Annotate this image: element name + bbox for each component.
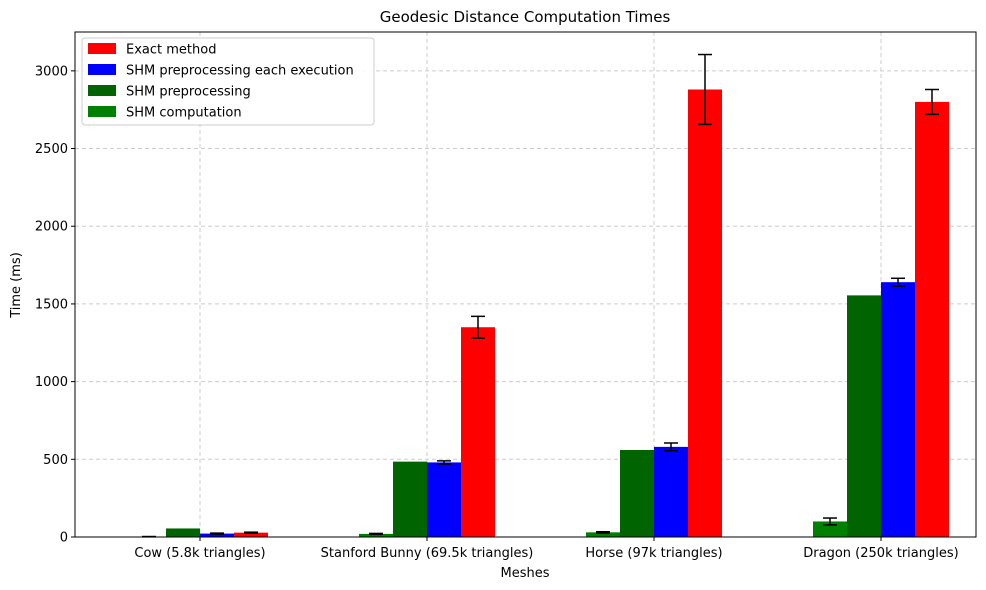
y-axis-ticks: 0 500 1000 1500 2000 2500 3000 bbox=[35, 64, 75, 546]
x-tick-label: Cow (5.8k triangles) bbox=[134, 546, 265, 561]
legend-swatch bbox=[88, 85, 116, 96]
legend-swatch bbox=[88, 43, 116, 54]
y-tick-label: 2500 bbox=[35, 142, 68, 157]
y-tick-label: 500 bbox=[43, 453, 68, 468]
y-tick-label: 2000 bbox=[35, 220, 68, 235]
plot-frame bbox=[74, 31, 977, 538]
x-tick-label: Horse (97k triangles) bbox=[585, 546, 722, 561]
chart-title: Geodesic Distance Computation Times bbox=[380, 8, 671, 26]
legend-swatch bbox=[88, 106, 116, 117]
bar bbox=[427, 462, 461, 537]
bars bbox=[132, 89, 949, 537]
bar bbox=[200, 533, 234, 537]
y-tick-label: 1500 bbox=[35, 297, 68, 312]
bar bbox=[166, 528, 200, 537]
y-axis-label: Time (ms) bbox=[9, 252, 24, 319]
x-axis-ticks: Cow (5.8k triangles) Stanford Bunny (69.5… bbox=[134, 537, 959, 561]
error-bars bbox=[142, 53, 939, 538]
bar bbox=[847, 295, 881, 537]
legend-label: SHM computation bbox=[126, 106, 242, 121]
y-tick-label: 0 bbox=[60, 531, 68, 546]
legend-swatch bbox=[88, 64, 116, 75]
legend: Exact method SHM preprocessing each execu… bbox=[81, 37, 375, 126]
bar bbox=[234, 532, 268, 537]
bar bbox=[461, 327, 495, 537]
bar bbox=[915, 101, 949, 537]
x-axis-label: Meshes bbox=[501, 566, 550, 581]
bar bbox=[881, 282, 915, 537]
bar bbox=[393, 461, 427, 537]
bar bbox=[813, 521, 847, 537]
bar bbox=[359, 533, 393, 537]
y-tick-label: 1000 bbox=[35, 375, 68, 390]
bar bbox=[620, 449, 654, 537]
x-tick-label: Dragon (250k triangles) bbox=[803, 546, 958, 561]
bar bbox=[654, 446, 688, 537]
bar bbox=[688, 89, 722, 537]
y-tick-label: 3000 bbox=[35, 64, 68, 79]
bar bbox=[586, 532, 620, 537]
x-tick-label: Stanford Bunny (69.5k triangles) bbox=[321, 546, 534, 561]
legend-label: Exact method bbox=[126, 43, 216, 58]
legend-frame bbox=[81, 37, 375, 126]
legend-label: SHM preprocessing bbox=[126, 85, 251, 100]
legend-label: SHM preprocessing each execution bbox=[126, 64, 354, 79]
